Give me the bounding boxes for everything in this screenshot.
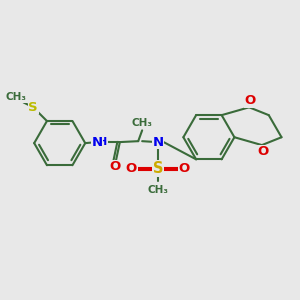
Text: S: S <box>28 101 38 114</box>
Text: N: N <box>92 136 103 148</box>
Text: CH₃: CH₃ <box>5 92 26 103</box>
Text: O: O <box>126 162 137 175</box>
Text: N: N <box>152 136 164 148</box>
Text: H: H <box>98 137 107 147</box>
Text: O: O <box>179 162 190 175</box>
Text: CH₃: CH₃ <box>132 118 153 128</box>
Text: O: O <box>244 94 256 107</box>
Text: S: S <box>153 161 163 176</box>
Text: O: O <box>257 146 269 158</box>
Text: O: O <box>109 160 120 173</box>
Text: CH₃: CH₃ <box>147 185 168 195</box>
